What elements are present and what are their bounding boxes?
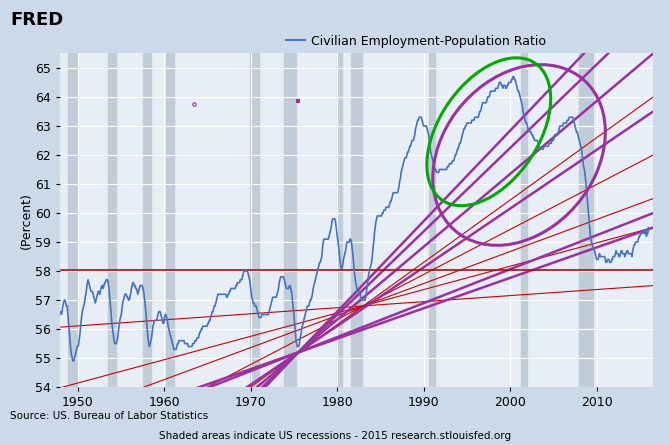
Bar bbox=[166, 53, 174, 387]
Bar bbox=[143, 53, 151, 387]
Text: Shaded areas indicate US recessions - 2015 research.stlouisfed.org: Shaded areas indicate US recessions - 20… bbox=[159, 432, 511, 441]
Bar bbox=[429, 53, 435, 387]
Y-axis label: (Percent): (Percent) bbox=[19, 192, 32, 249]
Text: FRED: FRED bbox=[10, 11, 63, 29]
Bar bbox=[108, 53, 116, 387]
Bar bbox=[337, 53, 342, 387]
Legend: Civilian Employment-Population Ratio: Civilian Employment-Population Ratio bbox=[281, 30, 551, 53]
Bar bbox=[521, 53, 527, 387]
Bar bbox=[68, 53, 77, 387]
Text: Source: US. Bureau of Labor Statistics: Source: US. Bureau of Labor Statistics bbox=[10, 411, 208, 421]
Bar bbox=[351, 53, 362, 387]
Bar bbox=[250, 53, 259, 387]
Bar bbox=[285, 53, 295, 387]
Bar bbox=[579, 53, 593, 387]
